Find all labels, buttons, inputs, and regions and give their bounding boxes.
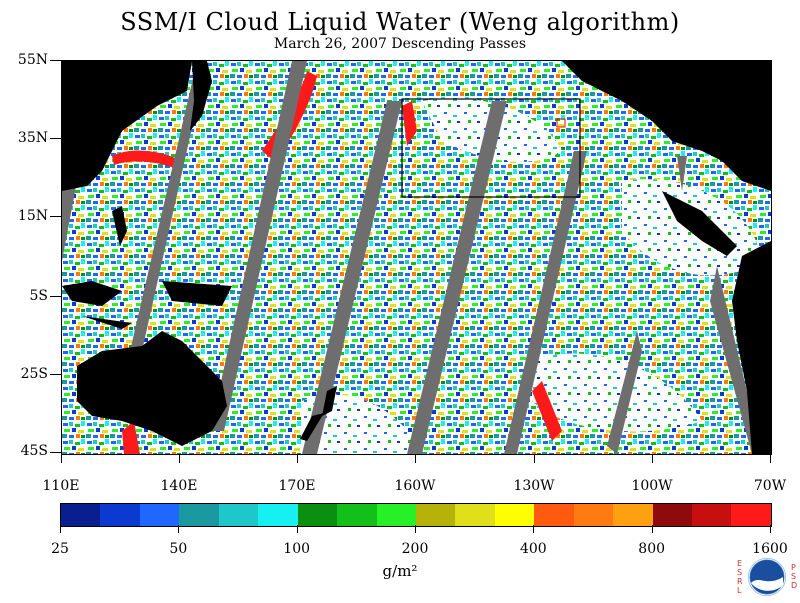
land-new-zealand: [300, 413, 324, 441]
colorbar-segment: [100, 504, 140, 526]
colorbar-tick: [60, 525, 61, 533]
land-asia: [62, 61, 192, 191]
lon-label-140e: 140E: [160, 478, 198, 494]
colorbar-segment: [494, 504, 535, 526]
clear-region: [532, 353, 702, 432]
colorbar-tick: [415, 525, 416, 533]
colorbar-segment: [415, 504, 456, 526]
colorbar-label: 100: [283, 541, 311, 557]
land-south-america: [732, 241, 771, 454]
colorbar-segment: [692, 504, 732, 526]
swath-gap: [302, 101, 402, 454]
land-central-america: [662, 191, 737, 256]
storm-band: [112, 150, 182, 169]
land-australia: [77, 331, 227, 446]
lon-tick: [534, 454, 535, 463]
colorbar-label: 25: [51, 541, 69, 557]
colorbar-segment: [652, 504, 692, 526]
colorbar-label: 200: [401, 541, 429, 557]
highlight-box: [401, 98, 581, 198]
lat-label-25s: 25S: [20, 366, 48, 382]
land-borneo: [62, 281, 122, 306]
storm-band: [532, 381, 562, 441]
lon-tick: [297, 454, 298, 463]
map-title: SSM/I Cloud Liquid Water (Weng algorithm…: [120, 8, 680, 36]
location-marker: [556, 118, 566, 128]
lon-label-130w: 130W: [513, 478, 555, 494]
lat-tick: [50, 60, 61, 61]
swath-gap: [677, 156, 687, 191]
lat-tick: [50, 296, 61, 297]
land-new-zealand: [322, 386, 337, 416]
lon-tick: [652, 454, 653, 463]
colorbar-segment: [573, 504, 614, 526]
swath-gap: [607, 331, 642, 454]
colorbar-label: 800: [638, 541, 666, 557]
lat-label-55n: 55N: [17, 52, 48, 68]
colorbar-segment: [376, 504, 416, 526]
colorbar: [60, 503, 772, 527]
lat-label-15n: 15N: [17, 208, 48, 224]
lat-tick: [50, 216, 61, 217]
swath-gap: [130, 61, 207, 351]
lon-tick: [415, 454, 416, 463]
land-north-america: [562, 61, 771, 191]
colorbar-tick: [296, 525, 298, 533]
colorbar-tick: [533, 525, 535, 533]
lat-label-5s: 5S: [29, 288, 49, 304]
lon-tick: [179, 454, 180, 463]
colorbar-segment: [297, 504, 338, 526]
colorbar-label: 400: [519, 541, 547, 557]
colorbar-segment: [61, 504, 101, 526]
storm-band: [402, 101, 417, 146]
lat-tick: [50, 374, 61, 375]
storm-band: [122, 421, 140, 454]
swath-gap: [210, 61, 307, 431]
land-java: [82, 316, 132, 329]
swath-gap: [504, 151, 587, 454]
map-subtitle: March 26, 2007 Descending Passes: [273, 36, 527, 52]
noaa-logo-icon: [748, 558, 786, 596]
colorbar-segment: [455, 504, 495, 526]
lon-label-160w: 160W: [394, 478, 436, 494]
colorbar-segment: [337, 504, 377, 526]
lon-tick: [770, 454, 771, 463]
colorbar-segment: [258, 504, 298, 526]
lon-label-100w: 100W: [631, 478, 673, 494]
colorbar-label: 1600: [752, 541, 788, 557]
lon-label-70w: 70W: [753, 478, 787, 494]
lat-label-35n: 35N: [17, 130, 48, 146]
colorbar-tick: [770, 525, 771, 533]
colorbar-segment: [534, 504, 574, 526]
colorbar-label: 50: [169, 541, 188, 557]
cloud-water-map: [61, 60, 772, 455]
lat-tick: [50, 452, 61, 453]
lon-label-170e: 170E: [278, 478, 316, 494]
swath-gap: [407, 101, 507, 454]
land-philippines: [112, 206, 127, 246]
lat-tick: [50, 138, 61, 139]
map-svg: [62, 61, 771, 454]
colorbar-segment: [731, 504, 771, 526]
lon-tick: [61, 454, 62, 463]
colorbar-tick: [178, 525, 180, 533]
colorbar-segment: [179, 504, 219, 526]
colorbar-tick: [651, 525, 653, 533]
land-new-guinea: [162, 281, 232, 306]
lon-label-110e: 110E: [42, 478, 80, 494]
colorbar-segment: [139, 504, 180, 526]
land-japan: [190, 61, 212, 131]
units-label: g/m²: [382, 562, 418, 580]
swath-gap: [62, 181, 77, 261]
lat-label-45s: 45S: [20, 443, 48, 459]
colorbar-segment: [613, 504, 653, 526]
colorbar-segment: [218, 504, 259, 526]
